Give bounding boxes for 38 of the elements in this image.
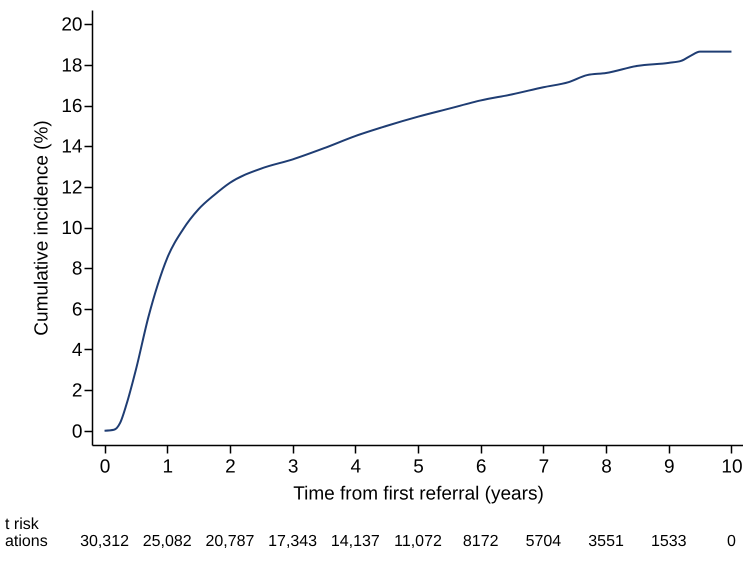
category-label: 20,787 [205, 533, 254, 550]
y-tick-label: 10 [61, 218, 82, 239]
x-tick-label: 6 [476, 456, 486, 478]
x-tick-label: 2 [225, 456, 236, 478]
y-tick-label: 18 [61, 55, 82, 76]
category-label: 1533 [650, 533, 687, 550]
category-label: 30,312 [80, 533, 130, 550]
line-series [104, 50, 732, 432]
category-label: 17,343 [268, 533, 318, 550]
category-label: 25,082 [142, 533, 192, 550]
x-tick-label: 8 [601, 456, 612, 478]
y-axis-title: Cumulative incidence (%) [31, 120, 52, 336]
x-axis-title: Time from first referral (years) [293, 484, 544, 504]
x-tick-label: 0 [100, 456, 110, 478]
x-tick-label: 7 [538, 456, 550, 478]
category-label: 3551 [588, 533, 624, 550]
x-tick-label: 1 [162, 456, 174, 478]
category-label: 5704 [526, 533, 562, 550]
category-label: 8172 [462, 533, 499, 550]
y-tick-label: 12 [61, 177, 82, 198]
y-tick-label: 0 [72, 421, 82, 442]
y-tick-label: 8 [72, 258, 82, 280]
x-tick-label: 5 [413, 456, 424, 478]
y-tick-label: 2 [72, 380, 82, 402]
y-tick-label: 14 [61, 136, 83, 158]
y-tick-label: 6 [72, 299, 82, 320]
category-label: 11,072 [394, 533, 442, 550]
text: ations [5, 533, 48, 550]
x-tick-label: 4 [350, 456, 362, 478]
y-tick-label: 20 [61, 14, 82, 36]
y-tick-label: 4 [72, 340, 83, 361]
x-tick-label: 10 [721, 456, 743, 478]
y-tick-label: 16 [61, 96, 82, 118]
category-label: 0 [727, 533, 736, 550]
x-tick-label: 3 [288, 456, 298, 478]
text: t risk [5, 516, 40, 533]
category-label: 14,137 [330, 533, 380, 550]
x-tick-label: 9 [664, 456, 675, 478]
